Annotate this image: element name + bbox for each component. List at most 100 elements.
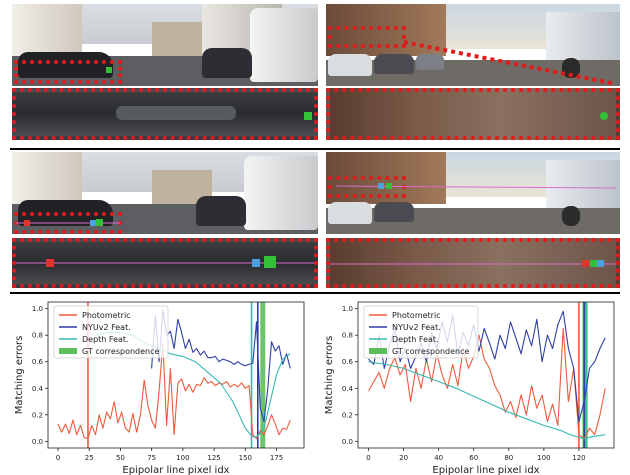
match-point-green — [96, 219, 103, 226]
scene-van — [244, 156, 318, 230]
scene-building-right — [546, 12, 620, 62]
gt-correspondence-band — [260, 302, 266, 448]
legend-box — [53, 305, 169, 359]
y-tick-label: 0.4 — [32, 385, 44, 393]
epipolar-line-dotted — [403, 40, 617, 86]
scene-parked-car — [374, 54, 414, 74]
plot-frame — [47, 301, 305, 449]
scene-building-right — [546, 160, 620, 210]
legend-label: Photometric — [82, 311, 131, 320]
match-point-red — [582, 260, 589, 267]
legend-label: Depth Feat. — [82, 335, 129, 344]
section-divider — [10, 148, 620, 150]
match-point-blue — [378, 183, 384, 189]
x-tick-label: 80 — [504, 454, 513, 462]
crop-region-box — [328, 176, 406, 198]
crop-region-box — [14, 60, 122, 84]
series-line-nyuv2-feat — [368, 310, 606, 423]
street-photo-top-left — [12, 4, 318, 86]
scene-parked-car — [328, 54, 372, 76]
y-tick-label: 0.8 — [342, 332, 353, 340]
x-tick-label: 150 — [239, 454, 252, 462]
x-tick-label: 40 — [434, 454, 443, 462]
match-point-blue — [252, 259, 260, 267]
match-point-green — [304, 112, 312, 120]
plot-frame — [357, 301, 615, 449]
y-tick-label: 1.0 — [342, 305, 353, 313]
x-axis-label: Epipolar line pixel idx — [122, 465, 229, 475]
match-point-green — [600, 112, 608, 120]
legend-box — [363, 305, 479, 359]
match-point-green — [386, 183, 392, 189]
match-point-red — [46, 259, 54, 267]
y-tick-label: 0.2 — [32, 411, 43, 419]
epipolar-strip-mid-left — [12, 238, 318, 288]
match-point-red — [24, 220, 30, 226]
matching-error-chart-left: 0 25 50 75 100 125 150 175 0.0 0.2 0.4 0.6 0.8 1.0 Epi… — [14, 301, 305, 475]
x-tick-label: 25 — [85, 454, 94, 462]
y-tick-label: 0.6 — [32, 358, 44, 366]
legend-label: GT correspondence — [392, 347, 470, 356]
street-photo-mid-left — [12, 152, 318, 234]
x-tick-label: 75 — [147, 454, 156, 462]
x-tick-label: 120 — [572, 454, 585, 462]
y-tick-label: 0.6 — [342, 358, 354, 366]
x-axis-label: Epipolar line pixel idx — [432, 465, 539, 475]
scene-dark-car — [18, 52, 113, 78]
x-tick-label: 175 — [270, 454, 283, 462]
street-photo-top-right — [326, 4, 620, 86]
scene-parked-car — [202, 48, 252, 78]
x-tick-label: 20 — [399, 454, 408, 462]
epipolar-strip-top-left — [12, 88, 318, 140]
series-line-depth-feat — [368, 361, 606, 440]
match-point-green — [264, 256, 276, 268]
gt-correspondence-band — [582, 302, 588, 448]
scene-parked-car — [416, 54, 444, 70]
scene-parked-car — [196, 196, 246, 226]
legend-label: NYUv2 Feat. — [392, 323, 441, 332]
y-axis-label: Matching errors — [14, 336, 25, 415]
legend-label: Depth Feat. — [392, 335, 439, 344]
legend-swatch — [59, 348, 77, 354]
match-point-green — [590, 260, 597, 267]
x-tick-label: 50 — [116, 454, 125, 462]
legend-label: Photometric — [392, 311, 441, 320]
epipolar-line — [16, 222, 120, 224]
series-line-photometric — [57, 342, 291, 440]
crop-region-box — [328, 26, 406, 48]
scene-cyclist — [562, 58, 580, 78]
match-point-green — [106, 67, 112, 73]
strip-car-reflection — [116, 106, 236, 120]
x-tick-label: 125 — [207, 454, 220, 462]
match-point-blue — [90, 220, 96, 226]
legend-swatch — [369, 348, 387, 354]
epipolar-strip-mid-right — [326, 238, 620, 288]
scene-van — [250, 8, 318, 82]
x-tick-label: 0 — [56, 454, 60, 462]
y-tick-label: 0.4 — [342, 385, 354, 393]
scene-parked-car — [374, 202, 414, 222]
section-divider — [10, 292, 620, 294]
scene-parked-car — [328, 202, 372, 224]
matching-error-chart-right: 0 20 40 60 80 100 120 0.0 0.2 0.4 0.6 0.8 1.0 Epipola… — [324, 301, 615, 475]
x-tick-label: 100 — [176, 454, 189, 462]
legend-label: GT correspondence — [82, 347, 160, 356]
series-line-photometric — [368, 327, 606, 440]
y-tick-label: 1.0 — [32, 305, 43, 313]
epipolar-line — [335, 185, 617, 189]
epipolar-line — [330, 263, 616, 265]
y-tick-label: 0.8 — [32, 332, 43, 340]
y-axis-label: Matching errors — [324, 336, 335, 415]
series-line-nyuv2-feat — [151, 309, 291, 423]
x-tick-label: 100 — [537, 454, 550, 462]
epipolar-strip-top-right — [326, 88, 620, 140]
street-photo-mid-right — [326, 152, 620, 234]
y-tick-label: 0.2 — [342, 411, 353, 419]
y-tick-label: 0.0 — [342, 438, 353, 446]
scene-cyclist — [562, 206, 580, 226]
image-panels — [10, 4, 620, 294]
x-tick-label: 60 — [469, 454, 478, 462]
x-tick-label: 0 — [366, 454, 370, 462]
match-point-blue — [597, 260, 604, 267]
legend-label: NYUv2 Feat. — [82, 323, 131, 332]
